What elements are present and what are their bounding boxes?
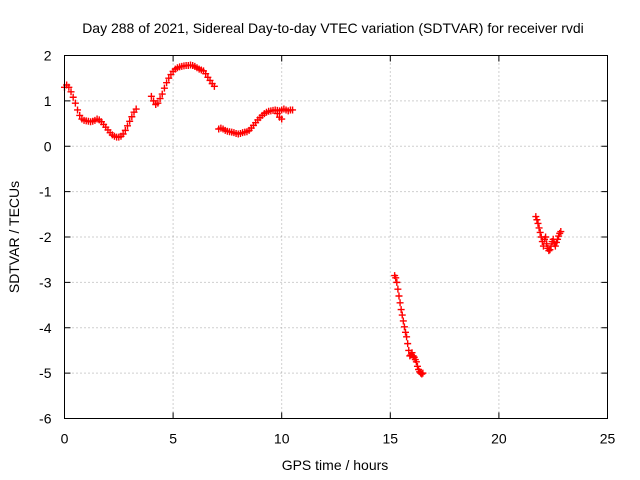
data-point: [132, 105, 140, 113]
y-tick-label: 0: [44, 138, 52, 154]
data-point: [403, 333, 411, 341]
data-series: [61, 61, 565, 378]
data-point: [557, 228, 565, 236]
y-tick-labels: 2 1 0 -1 -2 -3 -4 -5 -6: [39, 48, 52, 427]
data-point: [154, 99, 162, 107]
x-tick-labels: 0 5 10 15 20 25: [61, 431, 616, 447]
data-segment-2: [147, 61, 218, 109]
data-point: [289, 106, 297, 114]
data-point: [160, 84, 168, 92]
data-point: [393, 278, 401, 286]
data-point: [543, 240, 551, 248]
data-point: [126, 117, 134, 125]
data-point: [156, 95, 164, 103]
x-tick-label: 10: [274, 431, 290, 447]
y-tick-label: -2: [39, 229, 52, 245]
y-tick-label: -3: [39, 274, 52, 290]
data-segment-1: [61, 81, 140, 141]
data-point: [552, 238, 560, 246]
data-point: [533, 216, 541, 224]
data-point: [536, 228, 544, 236]
x-tick-label: 20: [491, 431, 507, 447]
data-point: [202, 70, 210, 78]
data-point: [404, 340, 412, 348]
data-point: [400, 323, 408, 331]
data-point: [418, 370, 426, 378]
data-point: [165, 74, 173, 82]
data-point: [69, 93, 77, 101]
data-segment-3: [215, 105, 297, 138]
data-point: [545, 247, 553, 255]
y-tick-label: -4: [39, 320, 52, 336]
data-point: [551, 242, 559, 250]
data-point: [128, 113, 136, 121]
data-point: [210, 82, 218, 90]
data-point: [419, 369, 427, 377]
data-point: [74, 106, 82, 114]
data-point: [399, 317, 407, 325]
data-point: [67, 88, 75, 96]
data-point: [273, 110, 281, 118]
chart-title: Day 288 of 2021, Sidereal Day-to-day VTE…: [82, 20, 584, 36]
data-point: [535, 224, 543, 232]
y-tick-label: -5: [39, 365, 52, 381]
data-point: [392, 274, 400, 282]
data-point: [554, 235, 562, 243]
y-tick-label: 2: [44, 48, 52, 64]
data-point: [71, 99, 79, 107]
data-segment-5: [532, 213, 565, 255]
x-tick-label: 25: [600, 431, 616, 447]
x-tick-label: 5: [169, 431, 177, 447]
x-axis-label: GPS time / hours: [282, 457, 389, 473]
data-point: [409, 352, 417, 360]
data-point: [150, 97, 158, 105]
data-point: [534, 219, 542, 227]
data-point: [402, 328, 410, 336]
data-point: [394, 285, 402, 293]
axis-ticks: [64, 55, 608, 419]
data-point: [158, 90, 166, 98]
data-point: [278, 115, 286, 123]
y-tick-label: 1: [44, 93, 52, 109]
data-point: [121, 126, 129, 134]
grid: [64, 55, 608, 419]
data-point: [123, 122, 131, 130]
data-point: [395, 292, 403, 300]
data-point: [397, 306, 405, 314]
plot-frame: [64, 55, 608, 419]
data-point: [542, 233, 550, 241]
y-axis-label: SDTVAR / TECUs: [6, 181, 22, 293]
y-tick-label: -1: [39, 184, 52, 200]
x-tick-label: 15: [383, 431, 399, 447]
data-point: [532, 213, 540, 221]
data-point: [76, 111, 84, 119]
data-point: [65, 83, 73, 91]
data-point: [147, 92, 155, 100]
data-point: [119, 130, 127, 138]
data-point: [408, 349, 416, 357]
data-point: [413, 362, 421, 370]
data-point: [412, 358, 420, 366]
data-segment-4: [391, 272, 427, 378]
data-point: [398, 311, 406, 319]
data-point: [163, 79, 171, 87]
x-tick-label: 0: [61, 431, 69, 447]
data-point: [546, 246, 554, 254]
data-point: [396, 299, 404, 307]
y-tick-label: -6: [39, 411, 52, 427]
